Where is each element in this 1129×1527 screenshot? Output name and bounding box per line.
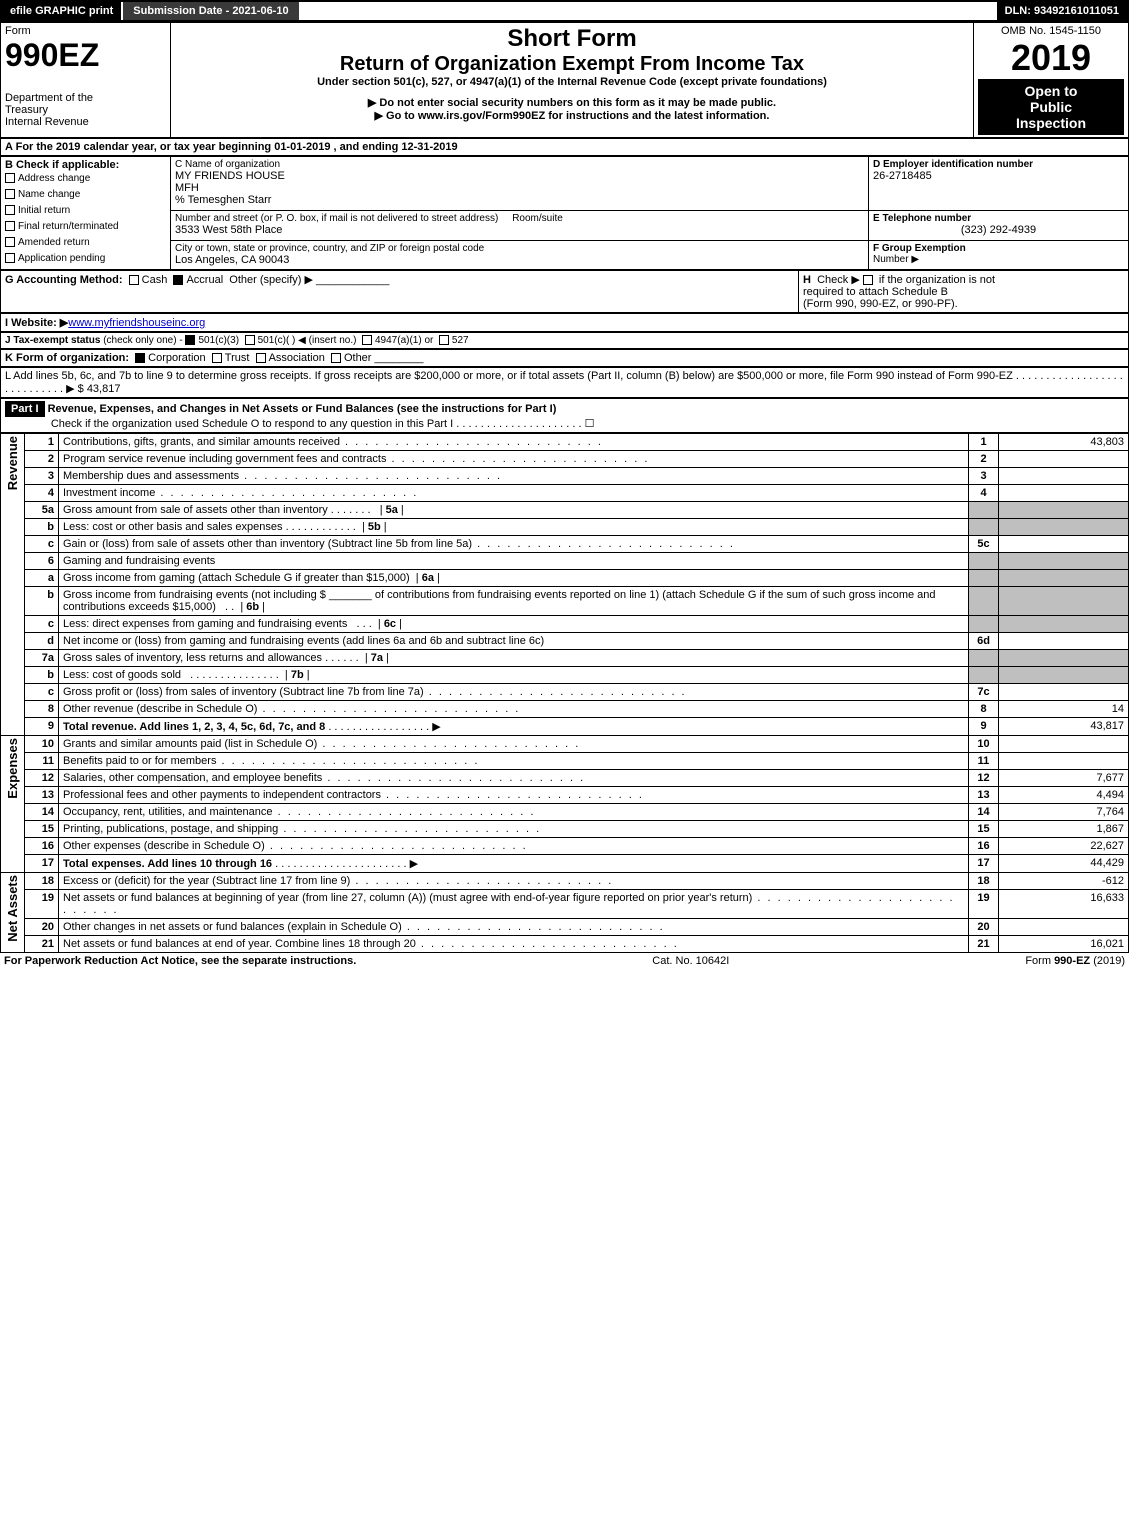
check-corporation[interactable] — [135, 353, 145, 363]
check-name-change[interactable]: Name change — [5, 187, 166, 203]
line-15-value: 1,867 — [999, 821, 1129, 838]
check-501c3[interactable] — [185, 335, 195, 345]
city-value: Los Angeles, CA 90043 — [175, 254, 864, 266]
dept-line-2: Treasury — [5, 104, 166, 116]
under-section: Under section 501(c), 527, or 4947(a)(1)… — [175, 76, 969, 88]
form-number: 990EZ — [5, 37, 166, 74]
box-b-label: B Check if applicable: — [5, 159, 166, 171]
side-netassets: Net Assets — [5, 875, 20, 942]
box-e-label: E Telephone number — [873, 213, 1124, 224]
omb-number: OMB No. 1545-1150 — [978, 25, 1124, 37]
ein-value: 26-2718485 — [873, 170, 1124, 182]
section-a-tax-year: A For the 2019 calendar year, or tax yea… — [0, 138, 1129, 156]
footer-left: For Paperwork Reduction Act Notice, see … — [4, 955, 356, 967]
side-expenses: Expenses — [5, 738, 20, 799]
check-4947[interactable] — [362, 335, 372, 345]
line-17-value: 44,429 — [999, 855, 1129, 873]
org-name-2: MFH — [175, 182, 864, 194]
dept-line-3: Internal Revenue — [5, 116, 166, 128]
top-bar: efile GRAPHIC print Submission Date - 20… — [0, 0, 1129, 22]
line-1-text: Contributions, gifts, grants, and simila… — [59, 434, 969, 451]
row-h-label: H — [803, 274, 811, 286]
row-g-h: G Accounting Method: Cash Accrual Other … — [0, 270, 1129, 313]
check-schedule-b[interactable] — [863, 275, 873, 285]
box-d-label: D Employer identification number — [873, 159, 1124, 170]
part-1-lines: Revenue 1Contributions, gifts, grants, a… — [0, 433, 1129, 953]
line-19-value: 16,633 — [999, 890, 1129, 919]
row-l: L Add lines 5b, 6c, and 7b to line 9 to … — [1, 368, 1129, 398]
check-initial-return[interactable]: Initial return — [5, 203, 166, 219]
line-16-value: 22,627 — [999, 838, 1129, 855]
org-info-table: B Check if applicable: Address change Na… — [0, 156, 1129, 270]
website-link[interactable]: www.myfriendshouseinc.org — [68, 317, 205, 329]
check-trust[interactable] — [212, 353, 222, 363]
notice-ssn: Do not enter social security numbers on … — [175, 96, 969, 109]
footer-catno: Cat. No. 10642I — [652, 955, 729, 967]
row-i: I Website: ▶www.myfriendshouseinc.org — [1, 314, 1129, 332]
short-form-title: Short Form — [175, 25, 969, 53]
line-18-value: -612 — [999, 873, 1129, 890]
topbar-spacer — [299, 2, 997, 20]
line-14-value: 7,764 — [999, 804, 1129, 821]
row-k: K Form of organization: Corporation Trus… — [1, 350, 1129, 367]
page-footer: For Paperwork Reduction Act Notice, see … — [0, 953, 1129, 969]
line-21-value: 16,021 — [999, 936, 1129, 953]
submission-date: Submission Date - 2021-06-10 — [123, 2, 298, 20]
street-value: 3533 West 58th Place — [175, 224, 864, 236]
phone-value: (323) 292-4939 — [873, 224, 1124, 236]
box-c-label: C Name of organization — [175, 159, 864, 170]
box-f-label: F Group Exemption — [873, 243, 1124, 254]
other-specify: Other (specify) ▶ — [229, 274, 313, 286]
form-word: Form — [5, 25, 166, 37]
check-amended-return[interactable]: Amended return — [5, 235, 166, 251]
org-careof: % Temesghen Starr — [175, 194, 864, 206]
check-application-pending[interactable]: Application pending — [5, 251, 166, 267]
open-to-public: Open to Public Inspection — [978, 79, 1124, 135]
line-8-value: 14 — [999, 701, 1129, 718]
city-label: City or town, state or province, country… — [175, 243, 864, 254]
return-title: Return of Organization Exempt From Incom… — [175, 53, 969, 76]
check-501c[interactable] — [245, 335, 255, 345]
side-revenue: Revenue — [5, 436, 20, 490]
check-527[interactable] — [439, 335, 449, 345]
line-12-value: 7,677 — [999, 770, 1129, 787]
tax-year: 2019 — [978, 37, 1124, 79]
part-1-header: Part I Revenue, Expenses, and Changes in… — [1, 399, 1129, 433]
line-1-value: 43,803 — [999, 434, 1129, 451]
org-name-1: MY FRIENDS HOUSE — [175, 170, 864, 182]
row-g-label: G Accounting Method: — [5, 274, 123, 286]
efile-print-button[interactable]: efile GRAPHIC print — [2, 2, 123, 20]
check-cash[interactable] — [129, 275, 139, 285]
form-header-table: Form 990EZ Department of the Treasury In… — [0, 22, 1129, 138]
street-label: Number and street (or P. O. box, if mail… — [175, 213, 864, 224]
notice-goto: Go to www.irs.gov/Form990EZ for instruct… — [175, 109, 969, 122]
dept-line-1: Department of the — [5, 92, 166, 104]
check-other-org[interactable] — [331, 353, 341, 363]
dln-label: DLN: 93492161011051 — [997, 2, 1127, 20]
check-final-return[interactable]: Final return/terminated — [5, 219, 166, 235]
row-j: J Tax-exempt status (check only one) - 5… — [1, 333, 1129, 349]
line-9-value: 43,817 — [999, 718, 1129, 736]
box-f-number: Number ▶ — [873, 254, 1124, 265]
check-association[interactable] — [256, 353, 266, 363]
check-accrual[interactable] — [173, 275, 183, 285]
check-address-change[interactable]: Address change — [5, 171, 166, 187]
footer-formref: Form 990-EZ (2019) — [1025, 955, 1125, 967]
line-13-value: 4,494 — [999, 787, 1129, 804]
